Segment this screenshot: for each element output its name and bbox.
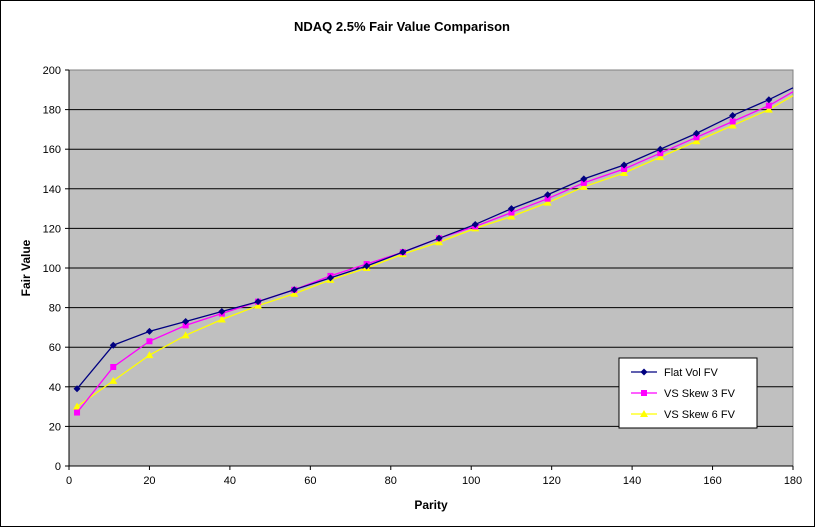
- data-point: [580, 175, 588, 183]
- x-tick-label: 140: [623, 475, 641, 487]
- x-axis-label: Parity: [414, 498, 448, 512]
- data-point: [181, 331, 190, 339]
- data-point: [692, 129, 700, 137]
- series-layer: [73, 87, 794, 416]
- legend-marker: [640, 368, 648, 376]
- y-tick-label: 0: [55, 461, 61, 473]
- data-point: [435, 234, 443, 242]
- y-tick-label: 100: [43, 263, 61, 275]
- data-point: [656, 153, 665, 161]
- data-point: [182, 317, 190, 325]
- legend-marker: [640, 410, 648, 417]
- data-point: [765, 96, 773, 104]
- x-tick-label: 40: [224, 475, 236, 487]
- x-tick-label: 180: [784, 475, 802, 487]
- y-tick-label: 80: [49, 303, 61, 315]
- data-point: [765, 102, 772, 109]
- data-point: [182, 322, 189, 329]
- data-point: [507, 205, 515, 213]
- data-point: [656, 145, 664, 153]
- y-tick-label: 20: [49, 421, 61, 433]
- y-tick-label: 140: [43, 184, 61, 196]
- data-point: [729, 112, 737, 120]
- data-point: [544, 191, 552, 199]
- data-point: [110, 364, 117, 370]
- data-point: [145, 351, 154, 359]
- data-point: [109, 376, 118, 384]
- data-point: [217, 315, 226, 323]
- x-tick-label: 20: [143, 475, 155, 487]
- y-tick-label: 60: [49, 342, 61, 354]
- y-tick-label: 120: [43, 223, 61, 235]
- data-point: [363, 262, 371, 270]
- data-point: [764, 105, 773, 113]
- data-point: [620, 161, 628, 169]
- data-point: [471, 220, 479, 228]
- data-point: [620, 168, 629, 176]
- x-tick-label: 160: [703, 475, 721, 487]
- x-tick-label: 80: [385, 475, 397, 487]
- legend-label: VS Skew 3 FV: [664, 388, 736, 400]
- y-axis-label: Fair Value: [19, 239, 33, 296]
- legend: Flat Vol FV VS Skew 3 FV VS Skew 6 FV: [618, 357, 758, 429]
- data-point: [74, 409, 81, 416]
- data-point: [507, 212, 516, 220]
- legend-marker: [641, 390, 647, 396]
- data-point: [543, 198, 552, 206]
- data-point: [399, 248, 407, 256]
- data-point: [146, 338, 153, 345]
- data-point: [254, 298, 262, 306]
- x-tick-label: 120: [542, 475, 560, 487]
- data-point: [580, 179, 587, 186]
- data-point: [693, 134, 700, 141]
- legend-label: VS Skew 6 FV: [664, 409, 736, 421]
- data-point: [621, 166, 628, 172]
- data-point: [326, 274, 334, 282]
- gridlines: [69, 109, 793, 427]
- series-0: [73, 87, 794, 393]
- y-tick-label: 180: [43, 105, 61, 117]
- data-point: [73, 385, 81, 393]
- y-tick-label: 160: [43, 144, 61, 156]
- data-point: [290, 286, 298, 294]
- data-point: [692, 137, 701, 145]
- legend-label: Flat Vol FV: [664, 367, 718, 379]
- data-point: [109, 341, 117, 349]
- data-point: [73, 402, 82, 410]
- data-point: [145, 327, 153, 335]
- y-tick-label: 40: [49, 382, 61, 394]
- data-point: [657, 150, 664, 157]
- data-point: [579, 182, 588, 190]
- y-tick-label: 200: [43, 65, 61, 77]
- chart-title: NDAQ 2.5% Fair Value Comparison: [294, 19, 510, 34]
- x-tick-label: 60: [304, 475, 316, 487]
- x-tick-label: 0: [66, 475, 72, 487]
- data-point: [729, 118, 736, 125]
- data-point: [728, 121, 737, 129]
- data-point: [218, 308, 226, 316]
- y-axis-ticks: 0 20 40 60 80 100 120 140 160 180 200: [43, 65, 69, 473]
- x-axis-ticks: 0 20 40 60 80 100 120 140 160 180: [66, 466, 802, 487]
- x-tick-label: 100: [462, 475, 480, 487]
- data-point: [544, 195, 551, 202]
- data-point: [508, 209, 515, 216]
